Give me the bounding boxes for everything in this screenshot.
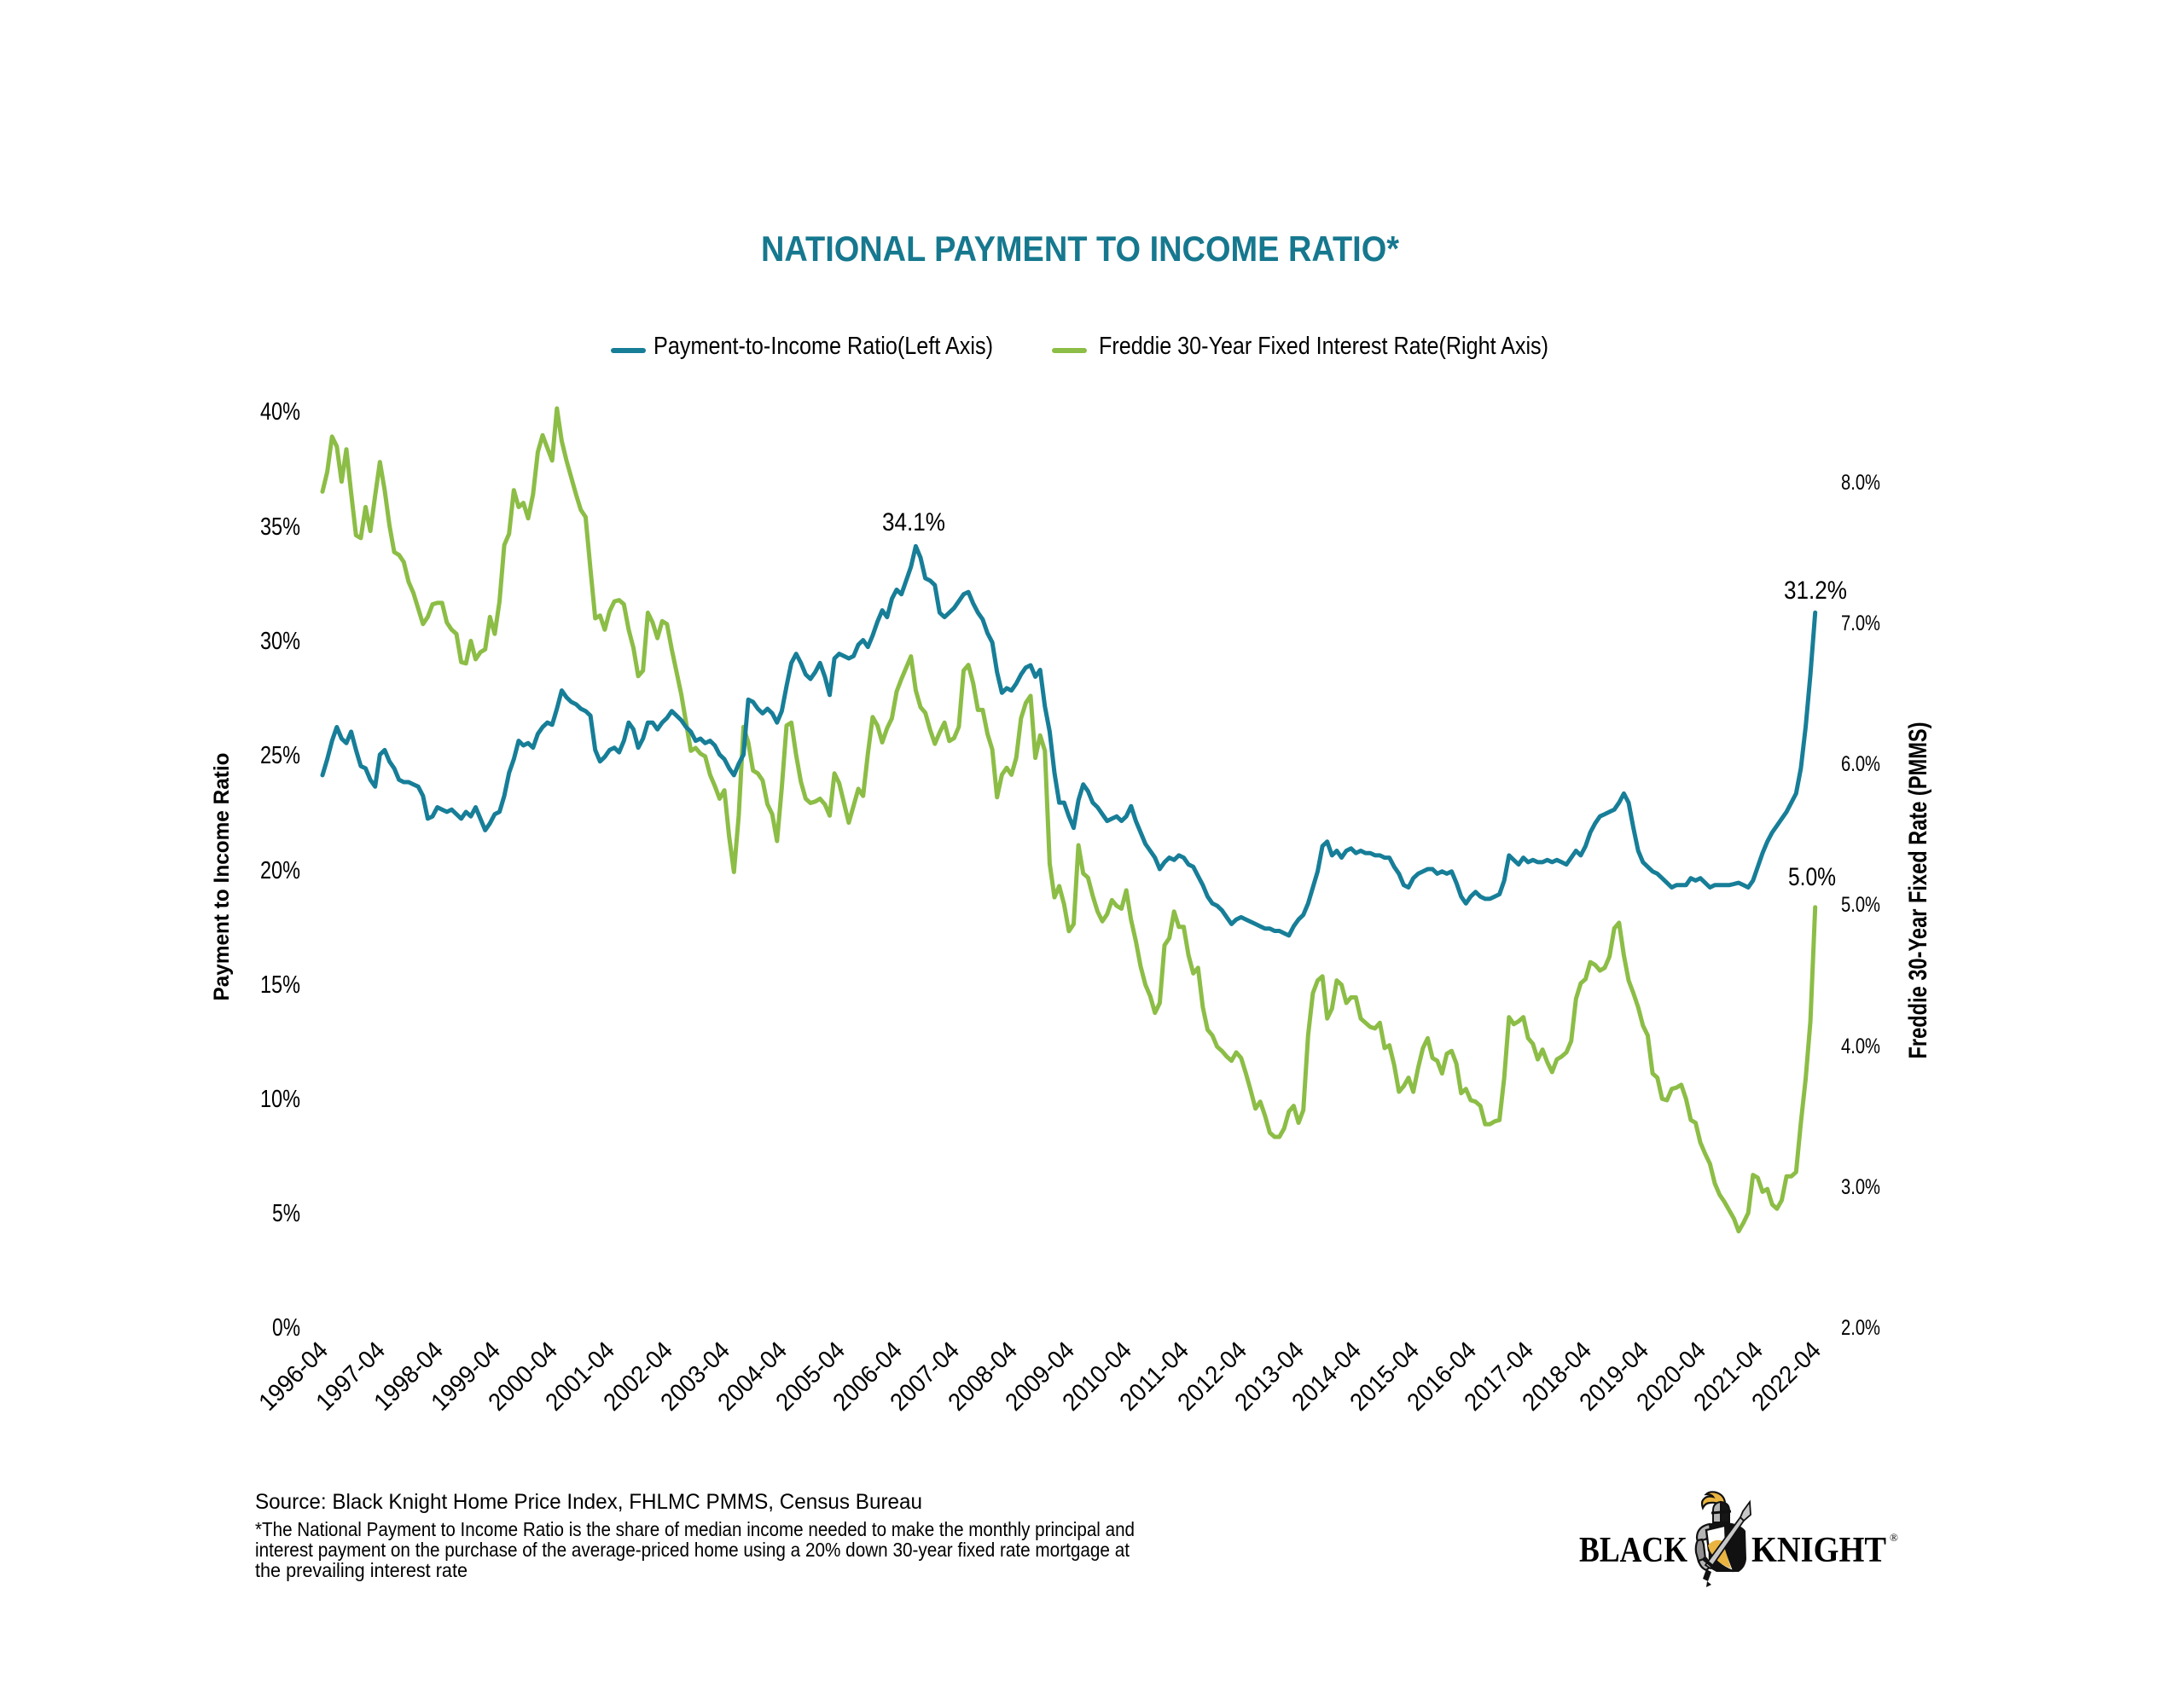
svg-text:10%: 10%	[260, 1086, 300, 1113]
svg-text:Payment to Income Ratio: Payment to Income Ratio	[210, 753, 234, 1001]
svg-text:34.1%: 34.1%	[882, 508, 945, 536]
svg-text:Freddie 30-Year Fixed Interest: Freddie 30-Year Fixed Interest Rate(Righ…	[1099, 333, 1548, 360]
svg-text:0%: 0%	[272, 1314, 300, 1342]
svg-text:7.0%: 7.0%	[1841, 612, 1880, 635]
svg-text:15%: 15%	[260, 971, 300, 999]
svg-text:2.0%: 2.0%	[1841, 1316, 1880, 1340]
svg-text:35%: 35%	[260, 513, 300, 541]
svg-text:8.0%: 8.0%	[1841, 471, 1880, 495]
svg-text:4.0%: 4.0%	[1841, 1035, 1880, 1058]
svg-text:5.0%: 5.0%	[1788, 863, 1836, 891]
svg-text:Source: Black Knight Home Pric: Source: Black Knight Home Price Index, F…	[255, 1490, 922, 1514]
svg-text:20%: 20%	[260, 857, 300, 884]
svg-text:6.0%: 6.0%	[1841, 752, 1880, 776]
svg-text:3.0%: 3.0%	[1841, 1175, 1880, 1199]
svg-text:interest payment on the purcha: interest payment on the purchase of the …	[255, 1539, 1130, 1561]
svg-text:®: ®	[1890, 1531, 1898, 1544]
svg-text:40%: 40%	[260, 398, 300, 426]
svg-text:5%: 5%	[272, 1200, 300, 1227]
svg-text:Payment-to-Income Ratio(Left A: Payment-to-Income Ratio(Left Axis)	[653, 333, 993, 360]
svg-text:31.2%: 31.2%	[1784, 577, 1847, 605]
svg-text:25%: 25%	[260, 742, 300, 769]
svg-text:KNIGHT: KNIGHT	[1751, 1531, 1886, 1570]
svg-text:NATIONAL PAYMENT TO INCOME RAT: NATIONAL PAYMENT TO INCOME RATIO*	[761, 229, 1400, 269]
svg-text:BLACK: BLACK	[1579, 1531, 1687, 1570]
svg-text:30%: 30%	[260, 628, 300, 655]
svg-text:5.0%: 5.0%	[1841, 893, 1880, 917]
svg-text:Freddie 30-Year Fixed Rate (PM: Freddie 30-Year Fixed Rate (PMMS)	[1904, 722, 1932, 1059]
svg-text:the prevailing interest rate: the prevailing interest rate	[255, 1559, 468, 1581]
svg-text:*The National Payment to Incom: *The National Payment to Income Ratio is…	[255, 1518, 1135, 1540]
